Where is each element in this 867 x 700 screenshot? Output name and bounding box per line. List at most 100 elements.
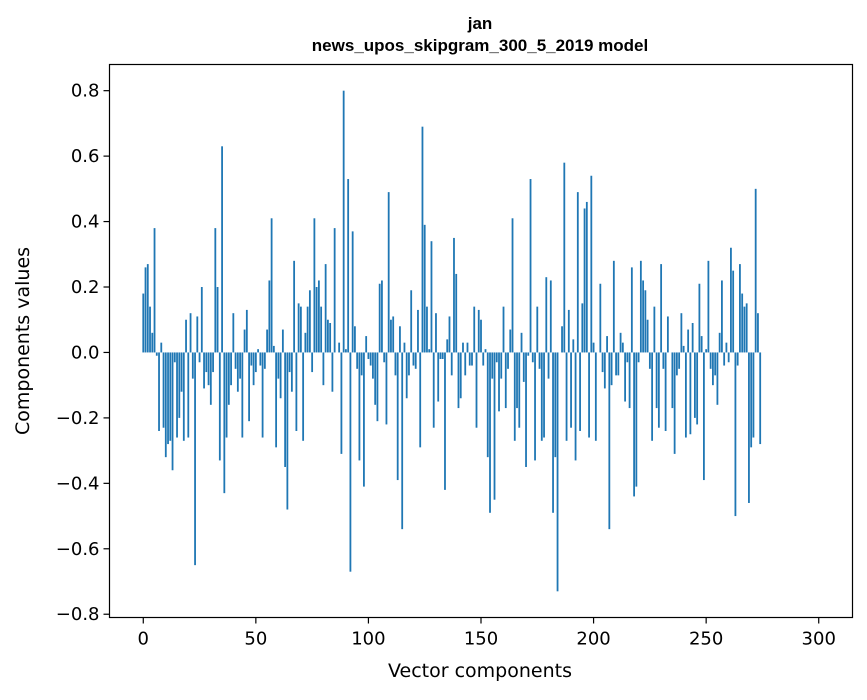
bar	[633, 352, 635, 496]
bar	[532, 352, 534, 362]
bar	[176, 352, 178, 437]
bar	[494, 352, 496, 499]
bar	[512, 218, 514, 352]
bar	[145, 267, 147, 352]
bar	[667, 316, 669, 352]
bar	[350, 352, 352, 571]
bar	[424, 225, 426, 353]
bar	[680, 313, 682, 352]
bar	[374, 352, 376, 404]
bar	[361, 352, 363, 375]
bar	[257, 349, 259, 352]
bar	[341, 352, 343, 453]
y-tick-label: −0.4	[56, 473, 100, 494]
bar	[685, 352, 687, 437]
bar	[347, 179, 349, 352]
bar	[413, 352, 415, 365]
bar	[160, 343, 162, 353]
bar	[147, 264, 149, 352]
bar	[732, 271, 734, 353]
bar	[543, 352, 545, 437]
bar	[665, 352, 667, 431]
bar	[458, 352, 460, 408]
bar	[471, 352, 473, 365]
bar	[689, 352, 691, 434]
bar	[435, 313, 437, 352]
bar	[746, 303, 748, 352]
bar	[377, 352, 379, 421]
bar	[505, 352, 507, 408]
x-tick-label: 150	[464, 629, 498, 650]
bar	[735, 352, 737, 516]
bar	[282, 330, 284, 353]
bar	[226, 352, 228, 437]
bar	[410, 290, 412, 352]
bar	[671, 352, 673, 408]
bar	[491, 352, 493, 378]
bar	[302, 352, 304, 440]
bar	[280, 352, 282, 398]
bar	[311, 352, 313, 372]
x-tick-label: 300	[802, 629, 836, 650]
bar	[536, 307, 538, 353]
bar	[320, 307, 322, 353]
bar	[293, 261, 295, 353]
bar	[422, 127, 424, 353]
bar	[181, 352, 183, 391]
bar	[167, 352, 169, 444]
bar	[611, 352, 613, 385]
bar	[397, 352, 399, 480]
bar	[572, 339, 574, 352]
bar	[563, 163, 565, 353]
bar	[712, 352, 714, 385]
bar	[599, 284, 601, 353]
bar	[726, 343, 728, 353]
bar	[653, 307, 655, 353]
bar	[674, 352, 676, 453]
bar	[388, 192, 390, 352]
bar	[214, 228, 216, 352]
bar	[368, 352, 370, 359]
bar	[476, 352, 478, 427]
bar	[295, 352, 297, 431]
bar	[271, 218, 273, 352]
bar	[719, 333, 721, 353]
bar	[442, 352, 444, 359]
bar	[307, 307, 309, 353]
bar	[221, 146, 223, 352]
bar	[426, 307, 428, 353]
bar	[593, 343, 595, 353]
bar	[185, 320, 187, 353]
bar	[262, 352, 264, 437]
bar	[415, 352, 417, 368]
bar	[577, 192, 579, 352]
bar	[237, 352, 239, 391]
bar	[744, 307, 746, 353]
bar	[298, 303, 300, 352]
y-tick-label: 0.4	[71, 212, 100, 233]
bar	[640, 261, 642, 353]
bar	[329, 323, 331, 352]
bar	[496, 352, 498, 362]
bar	[721, 280, 723, 352]
bar	[163, 352, 165, 427]
bar	[277, 352, 279, 378]
bar	[642, 280, 644, 352]
bar	[154, 228, 156, 352]
bar	[737, 352, 739, 365]
bar	[590, 176, 592, 353]
bar	[354, 326, 356, 352]
bar	[289, 352, 291, 372]
x-tick-label: 200	[576, 629, 610, 650]
bar	[739, 264, 741, 352]
bar	[692, 323, 694, 352]
bar	[534, 352, 536, 460]
bar	[717, 352, 719, 404]
bar	[579, 352, 581, 431]
bar	[662, 352, 664, 368]
bar	[217, 287, 219, 352]
bar	[359, 352, 361, 460]
bar	[552, 352, 554, 512]
bar	[352, 231, 354, 352]
